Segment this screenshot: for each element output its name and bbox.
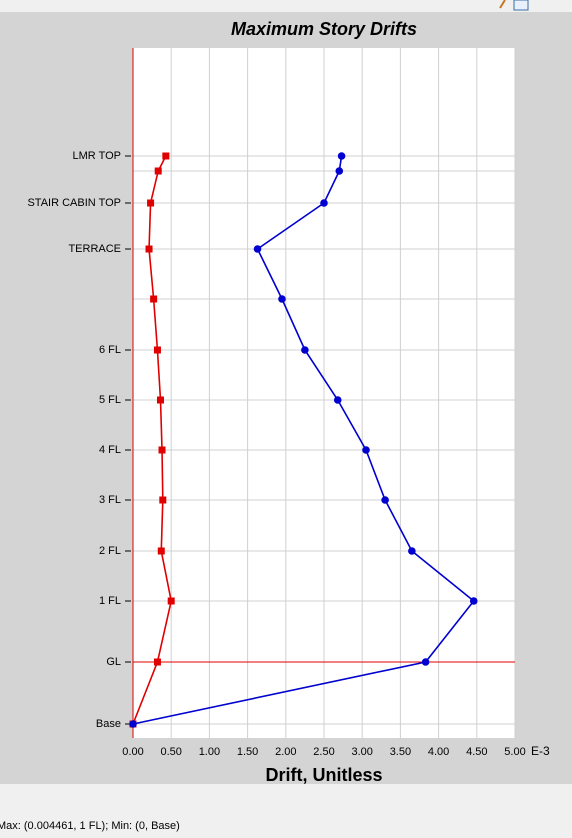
y-tick-label: STAIR CABIN TOP xyxy=(27,197,121,209)
point xyxy=(154,167,162,175)
point xyxy=(129,720,137,728)
x-tick-label: 4.50 xyxy=(466,746,487,758)
point xyxy=(147,199,155,207)
point xyxy=(337,152,346,160)
status-text: Max: (0.004461, 1 FL); Min: (0, Base) xyxy=(0,820,180,832)
point xyxy=(335,167,344,175)
x-tick-label: 1.00 xyxy=(199,746,220,758)
y-tick-label: 3 FL xyxy=(99,494,121,506)
x-tick-label: 2.50 xyxy=(313,746,334,758)
x-tick-label: 0.50 xyxy=(160,746,181,758)
point xyxy=(159,496,167,504)
point xyxy=(408,547,416,555)
y-tick-label: 5 FL xyxy=(99,394,121,406)
x-tick-label: 3.50 xyxy=(390,746,411,758)
point xyxy=(320,199,328,207)
x-tick-label: 0.00 xyxy=(122,746,143,758)
point xyxy=(153,346,161,354)
point xyxy=(421,658,430,666)
chart-title: Maximum Story Drifts xyxy=(231,19,417,39)
y-tick-label: GL xyxy=(106,656,121,668)
toolbar-icon[interactable] xyxy=(499,0,506,9)
y-tick-label: LMR TOP xyxy=(73,150,122,162)
y-tick-label: TERRACE xyxy=(68,243,121,255)
status-bar xyxy=(0,784,572,838)
point xyxy=(333,396,342,404)
x-tick-label: 4.00 xyxy=(428,746,449,758)
x-tick-label: 1.50 xyxy=(237,746,258,758)
y-tick-label: Base xyxy=(96,718,121,730)
point xyxy=(301,346,309,354)
point xyxy=(162,152,170,160)
point xyxy=(167,597,175,605)
point xyxy=(157,396,165,404)
point xyxy=(150,295,158,303)
point xyxy=(278,295,286,303)
y-tick-label: 6 FL xyxy=(99,344,121,356)
point xyxy=(158,446,166,454)
point xyxy=(253,245,262,253)
point xyxy=(381,496,389,504)
x-tick-label: 3.00 xyxy=(351,746,372,758)
y-tick-label: 2 FL xyxy=(99,545,121,557)
point xyxy=(157,547,165,555)
point xyxy=(145,245,153,253)
x-axis-unit: E-3 xyxy=(531,744,550,758)
x-axis-label: Drift, Unitless xyxy=(265,765,382,785)
toolbar-icon[interactable] xyxy=(513,0,529,11)
point xyxy=(153,658,161,666)
y-tick-label: 4 FL xyxy=(99,444,121,456)
point xyxy=(362,446,370,454)
x-tick-label: 5.00 xyxy=(504,746,525,758)
x-tick-label: 2.00 xyxy=(275,746,296,758)
y-tick-label: 1 FL xyxy=(99,595,121,607)
point xyxy=(469,597,478,605)
